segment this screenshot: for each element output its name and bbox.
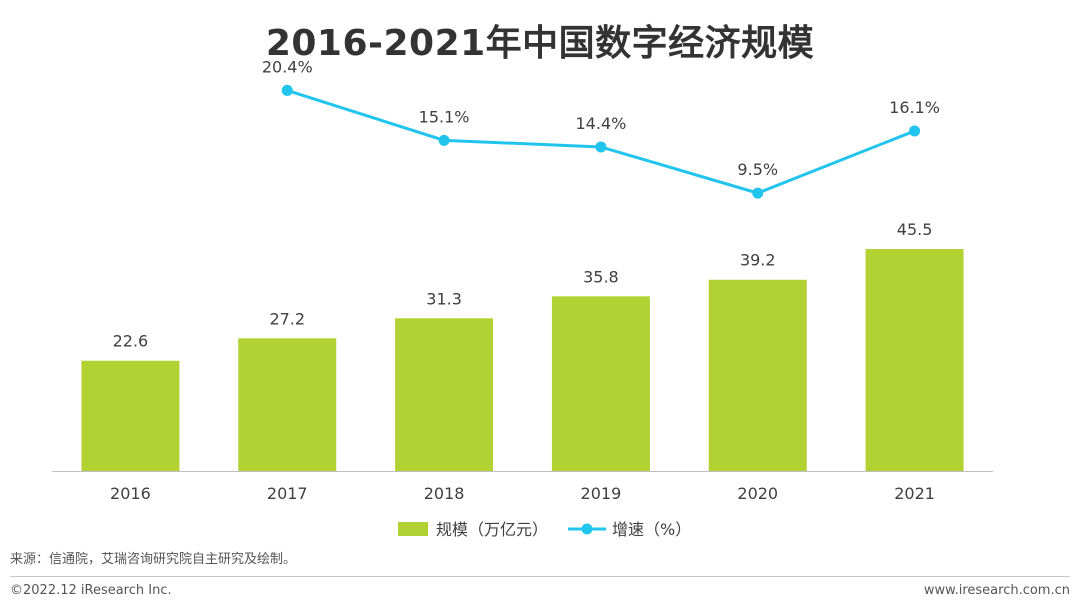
growth-label-2019: 14.4% [576,114,627,133]
bar-label-2019: 35.8 [583,267,619,286]
bar-label-2018: 31.3 [426,289,462,308]
x-tick-2017: 2017 [267,484,308,503]
bar-label-2016: 22.6 [113,332,149,351]
bar-2016 [81,360,180,471]
growth-label-2018: 15.1% [419,107,470,126]
growth-label-2021: 16.1% [889,98,940,117]
legend-bar-swatch [398,522,428,536]
growth-point-2019 [595,141,607,153]
legend-line-marker [581,523,593,535]
x-tick-2019: 2019 [581,484,622,503]
x-tick-2016: 2016 [110,484,151,503]
growth-label-2020: 9.5% [737,160,778,179]
footer-divider [10,576,1070,577]
bar-2020 [708,279,807,471]
bar-label-2020: 39.2 [740,251,776,270]
legend-bar-label: 规模（万亿元） [436,520,548,539]
legend-line-label: 增速（%） [612,520,691,539]
growth-point-2020 [752,187,764,199]
website-link[interactable]: www.iresearch.com.cn [923,583,1070,598]
bar-2019 [551,296,650,471]
source-note: 来源：信通院，艾瑞咨询研究院自主研究及绘制。 [10,552,297,567]
x-tick-2020: 2020 [737,484,778,503]
copyright-text: ©2022.12 iResearch Inc. [10,583,172,598]
growth-point-2018 [438,134,450,146]
chart-title: 2016-2021年中国数字经济规模 [265,23,815,64]
bar-label-2021: 45.5 [897,220,933,239]
x-tick-2018: 2018 [424,484,465,503]
bar-2018 [395,318,494,471]
bar-2017 [238,338,337,471]
growth-point-2017 [281,84,293,96]
bar-label-2017: 27.2 [269,309,305,328]
x-tick-2021: 2021 [894,484,935,503]
bar-2021 [865,249,964,471]
growth-point-2021 [909,125,921,137]
growth-label-2017: 20.4% [262,57,313,76]
